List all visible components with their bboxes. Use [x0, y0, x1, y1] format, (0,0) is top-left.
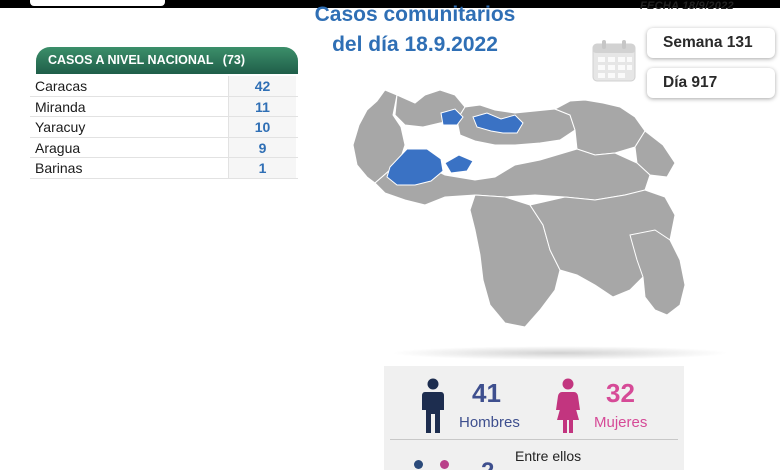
women-label: Mujeres — [594, 414, 648, 431]
table-row: Miranda 11 — [30, 96, 298, 117]
table-header-label: CASOS A NIVEL NACIONAL — [48, 53, 214, 67]
gender-stats-card: 41 Hombres 32 Mujeres Entre ellos 2 — [384, 366, 684, 470]
between-label: Entre ellos — [515, 448, 582, 464]
partial-number: 2 — [481, 458, 494, 470]
stats-divider — [390, 439, 678, 440]
title-line-2: del día 18.9.2022 — [332, 33, 498, 56]
table-row: Caracas 42 — [30, 76, 298, 97]
map-highlighted — [386, 108, 524, 186]
region-name: Yaracuy — [35, 119, 86, 135]
table-rows: Caracas 42 Miranda 11 Yaracuy 10 Aragua … — [30, 76, 298, 179]
male-dot-icon — [414, 460, 423, 469]
woman-icon — [556, 378, 580, 433]
page-title: Casos comunitarios del día 18.9.2022 — [270, 0, 560, 60]
venezuela-map — [352, 89, 686, 328]
men-label: Hombres — [459, 414, 520, 431]
table-row: Yaracuy 10 — [30, 117, 298, 138]
region-value: 42 — [228, 76, 296, 96]
men-count: 41 — [472, 378, 501, 408]
region-name: Miranda — [35, 98, 86, 115]
region-name: Aragua — [35, 139, 81, 156]
region-value: 10 — [228, 117, 296, 137]
man-icon — [422, 378, 444, 433]
day-box: Día 917 — [647, 68, 775, 98]
week-box: Semana 131 — [647, 28, 775, 58]
date-label: FECHA 18/9/2022 — [640, 0, 734, 12]
region-name: Barinas — [35, 160, 83, 176]
map-base — [352, 89, 686, 328]
top-bar-notch — [30, 0, 165, 6]
women-count: 32 — [606, 378, 635, 408]
title-line-1: Casos comunitarios — [314, 3, 516, 26]
national-cases-table: CASOS A NIVEL NACIONAL (73) Caracas 42 M… — [30, 45, 300, 187]
table-header-count: (73) — [222, 53, 246, 67]
table-row: Aragua 9 — [30, 137, 298, 158]
stats-shadow — [390, 346, 730, 360]
region-name: Caracas — [35, 78, 88, 94]
top-bar — [0, 0, 780, 8]
female-dot-icon — [440, 460, 449, 469]
table-header: CASOS A NIVEL NACIONAL (73) — [36, 47, 298, 74]
region-value: 1 — [228, 158, 296, 178]
table-row: Barinas 1 — [30, 158, 298, 179]
region-value: 9 — [228, 137, 296, 157]
region-value: 11 — [228, 96, 296, 116]
calendar-icon — [592, 40, 636, 82]
